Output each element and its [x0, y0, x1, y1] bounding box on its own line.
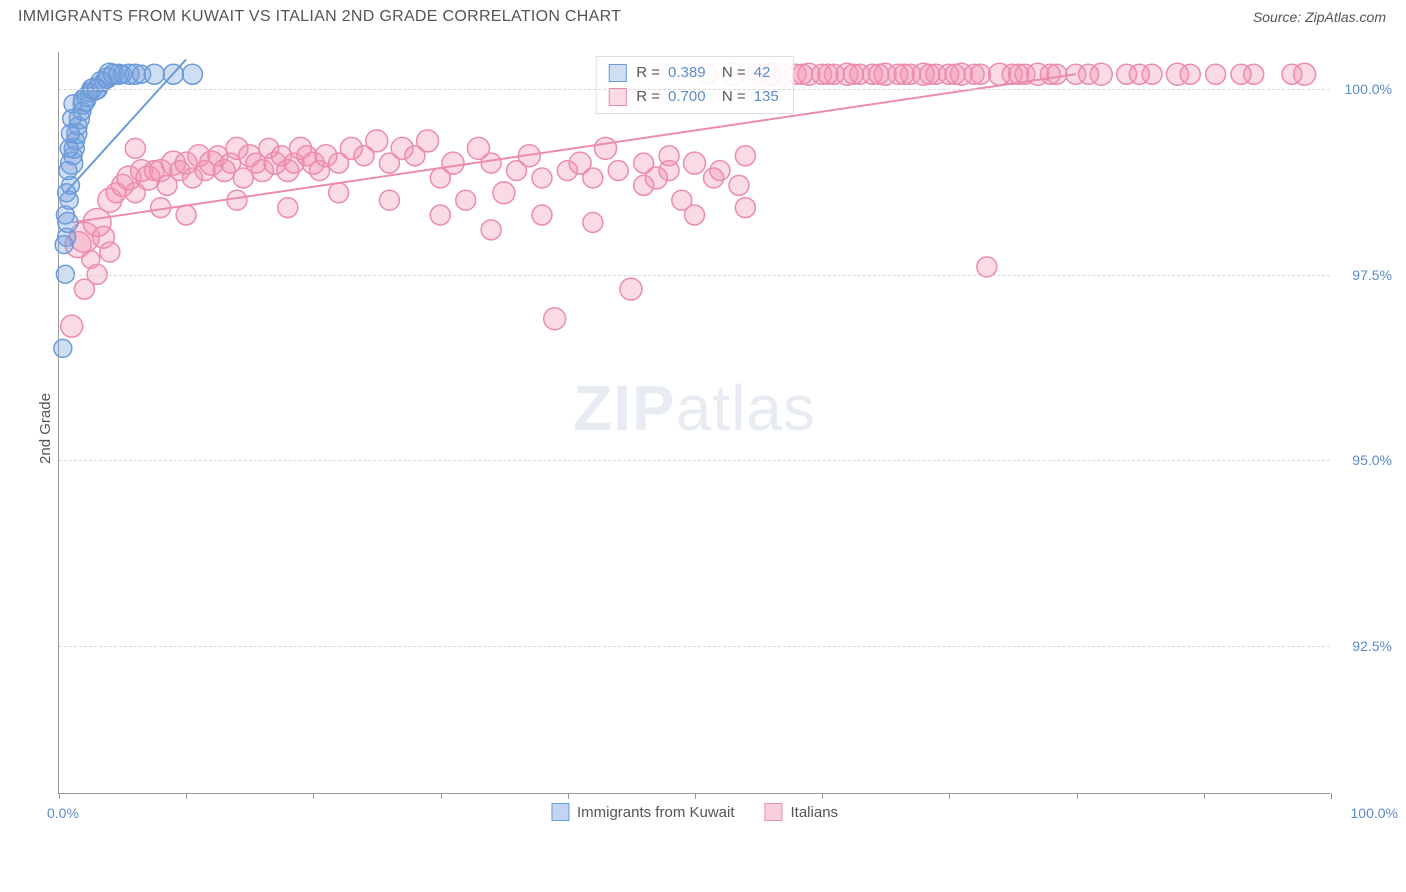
- data-point: [61, 315, 83, 337]
- data-point: [583, 212, 603, 232]
- data-point: [544, 308, 566, 330]
- y-axis-label: 2nd Grade: [37, 393, 54, 464]
- data-point: [54, 339, 72, 357]
- data-point: [430, 205, 450, 225]
- data-point: [595, 137, 617, 159]
- data-point: [894, 64, 914, 84]
- legend: Immigrants from Kuwait Italians: [551, 803, 838, 821]
- data-point: [620, 278, 642, 300]
- stat-n-value: 42: [754, 61, 771, 85]
- x-tick: [822, 793, 823, 799]
- legend-item-kuwait: Immigrants from Kuwait: [551, 803, 735, 821]
- grid-line: [59, 460, 1330, 461]
- x-tick: [949, 793, 950, 799]
- data-point: [532, 168, 552, 188]
- grid-line: [59, 646, 1330, 647]
- chart-header: IMMIGRANTS FROM KUWAIT VS ITALIAN 2ND GR…: [0, 0, 1406, 30]
- data-point: [182, 64, 202, 84]
- x-tick: [568, 793, 569, 799]
- data-point: [818, 64, 838, 84]
- data-point: [685, 205, 705, 225]
- data-point: [1129, 64, 1149, 84]
- data-point: [793, 64, 813, 84]
- data-point: [869, 64, 889, 84]
- x-tick: [441, 793, 442, 799]
- x-tick: [1204, 793, 1205, 799]
- data-point: [493, 182, 515, 204]
- data-point: [417, 130, 439, 152]
- legend-swatch-kuwait: [551, 803, 569, 821]
- data-point: [64, 95, 82, 113]
- x-tick: [1077, 793, 1078, 799]
- scatter-chart: ZIPatlas R = 0.389 N = 42R = 0.700 N = 1…: [58, 52, 1330, 794]
- data-point: [100, 242, 120, 262]
- data-point: [55, 236, 73, 254]
- data-point: [704, 168, 724, 188]
- data-point: [634, 175, 654, 195]
- x-tick-label-max: 100.0%: [1351, 805, 1398, 821]
- grid-line: [59, 275, 1330, 276]
- y-tick-label: 97.5%: [1352, 267, 1392, 283]
- data-point: [920, 64, 940, 84]
- x-tick: [186, 793, 187, 799]
- data-point: [684, 152, 706, 174]
- data-point: [1206, 64, 1226, 84]
- data-point: [481, 153, 501, 173]
- x-tick: [313, 793, 314, 799]
- data-point: [945, 64, 965, 84]
- stats-swatch: [608, 64, 626, 82]
- x-tick: [695, 793, 696, 799]
- data-point: [366, 130, 388, 152]
- data-point: [227, 190, 247, 210]
- data-point: [1047, 64, 1067, 84]
- data-point: [56, 206, 74, 224]
- data-point: [1231, 64, 1251, 84]
- grid-line: [59, 89, 1330, 90]
- y-tick-label: 100.0%: [1345, 81, 1392, 97]
- data-point: [278, 198, 298, 218]
- data-point: [456, 190, 476, 210]
- data-point: [735, 198, 755, 218]
- data-point: [144, 64, 164, 84]
- data-point: [442, 152, 464, 174]
- chart-title: IMMIGRANTS FROM KUWAIT VS ITALIAN 2ND GR…: [18, 8, 621, 26]
- data-point: [379, 190, 399, 210]
- stat-label: N =: [714, 61, 746, 85]
- data-point: [176, 205, 196, 225]
- data-point: [329, 183, 349, 203]
- data-point: [735, 146, 755, 166]
- x-tick: [1331, 793, 1332, 799]
- data-point: [125, 138, 145, 158]
- legend-label-italians: Italians: [791, 804, 839, 821]
- data-point: [1079, 64, 1099, 84]
- stats-swatch: [608, 88, 626, 106]
- data-point: [843, 64, 863, 84]
- data-point: [1282, 64, 1302, 84]
- legend-swatch-italians: [765, 803, 783, 821]
- plot-svg: [59, 52, 1330, 793]
- data-point: [532, 205, 552, 225]
- data-point: [59, 162, 77, 180]
- legend-label-kuwait: Immigrants from Kuwait: [577, 804, 735, 821]
- data-point: [608, 161, 628, 181]
- stats-box: R = 0.389 N = 42R = 0.700 N = 135: [595, 56, 793, 114]
- data-point: [970, 64, 990, 84]
- data-point: [659, 161, 679, 181]
- data-point: [729, 175, 749, 195]
- data-point: [583, 168, 603, 188]
- data-point: [481, 220, 501, 240]
- y-tick-label: 95.0%: [1352, 452, 1392, 468]
- data-point: [1180, 64, 1200, 84]
- stat-label: R =: [636, 61, 660, 85]
- stat-r-value: 0.389: [668, 61, 706, 85]
- stats-row: R = 0.389 N = 42: [608, 61, 780, 85]
- chart-source: Source: ZipAtlas.com: [1253, 9, 1386, 25]
- legend-item-italians: Italians: [765, 803, 839, 821]
- y-tick-label: 92.5%: [1352, 638, 1392, 654]
- x-tick-label-min: 0.0%: [47, 805, 79, 821]
- x-tick: [59, 793, 60, 799]
